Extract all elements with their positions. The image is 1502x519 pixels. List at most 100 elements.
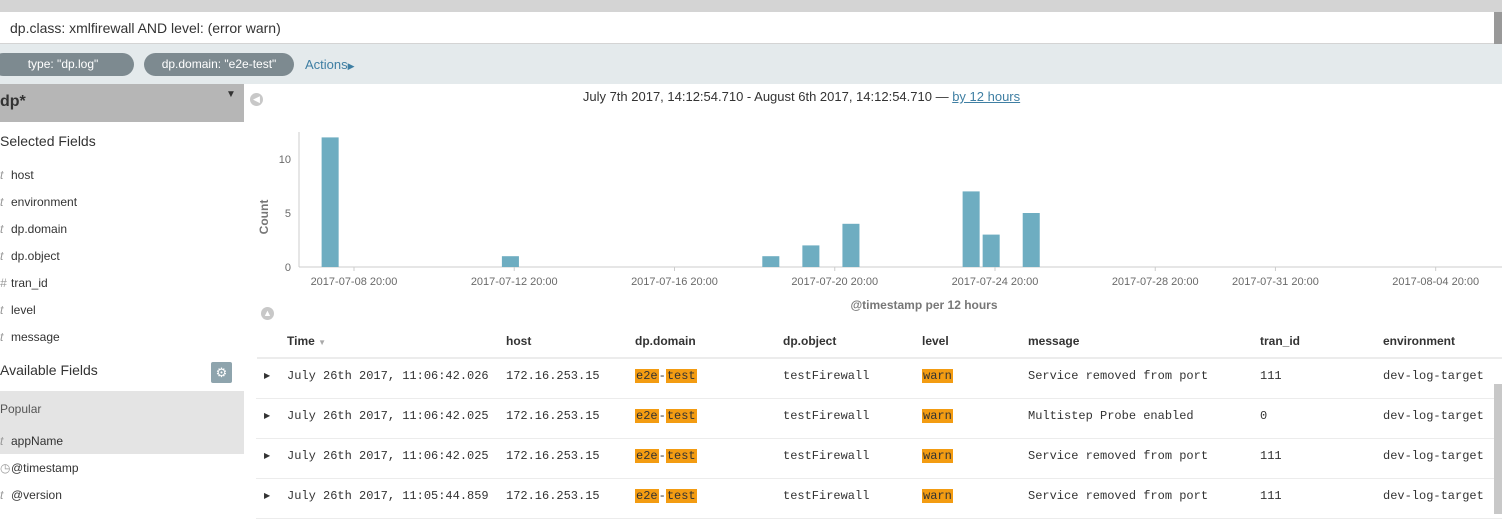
search-highlight: test	[665, 369, 697, 383]
histogram-bar[interactable]	[962, 191, 980, 267]
time-range-header: July 7th 2017, 14:12:54.710 - August 6th…	[244, 89, 1359, 104]
field-name: tran_id	[11, 276, 48, 290]
search-highlight: e2e	[635, 449, 659, 463]
cell-environment: dev-log-target	[1383, 409, 1484, 423]
expand-row-icon[interactable]: ▶	[264, 451, 271, 460]
cell-level: warn	[922, 369, 953, 383]
column-header-environment[interactable]: environment	[1383, 334, 1456, 348]
field-level[interactable]: t level	[0, 303, 36, 317]
interval-link[interactable]: by 12 hours	[952, 89, 1021, 104]
y-axis: 0 5 10	[279, 154, 291, 274]
field-version[interactable]: t @version	[0, 488, 62, 502]
sort-desc-icon[interactable]: ▼	[318, 338, 327, 347]
y-tick-label: 10	[279, 154, 291, 166]
cell-level: warn	[922, 489, 953, 503]
search-highlight: e2e	[635, 409, 659, 423]
collapse-chart-icon[interactable]: ▲	[261, 307, 274, 320]
field-environment[interactable]: t environment	[0, 195, 77, 209]
main-scrollbar[interactable]	[1494, 384, 1502, 514]
cell-tran-id: 111	[1260, 449, 1282, 463]
cell-environment: dev-log-target	[1383, 449, 1484, 463]
cell-environment: dev-log-target	[1383, 369, 1484, 383]
histogram-bar[interactable]	[762, 256, 780, 267]
string-type-icon: t	[0, 195, 4, 209]
cell-object: testFirewall	[783, 369, 870, 383]
search-highlight: warn	[922, 489, 953, 503]
cell-host: 172.16.253.15	[506, 369, 600, 383]
y-tick-label: 5	[285, 208, 291, 220]
histogram-bar[interactable]	[982, 234, 1000, 267]
collapse-sidebar-icon[interactable]: ◀	[250, 93, 263, 106]
actions-label: Actions	[305, 57, 348, 72]
table-row[interactable]: ▶ July 26th 2017, 11:06:42.026 172.16.253.…	[256, 359, 1502, 399]
string-type-icon: t	[0, 168, 4, 182]
query-scrollbar[interactable]	[1494, 12, 1502, 44]
histogram-bar[interactable]	[501, 256, 519, 267]
search-highlight: warn	[922, 409, 953, 423]
search-highlight: test	[665, 489, 697, 503]
popular-title: Popular	[0, 402, 42, 416]
field-name: appName	[11, 434, 64, 448]
column-header-tran-id[interactable]: tran_id	[1260, 334, 1301, 348]
field-timestamp[interactable]: ◷@timestamp	[0, 461, 79, 475]
histogram-bar[interactable]	[1022, 213, 1040, 267]
cell-tran-id: 111	[1260, 489, 1282, 503]
column-header-level[interactable]: level	[922, 334, 949, 348]
table-row[interactable]: ▶ July 26th 2017, 11:05:44.859 172.16.253.…	[256, 479, 1502, 519]
cell-time: July 26th 2017, 11:05:44.859	[287, 489, 489, 503]
column-header-time[interactable]: Time ▼	[287, 334, 326, 348]
histogram-chart: Count 0 5 10 2017-07-08 20:00 2017-07-12 20…	[257, 132, 1502, 312]
cell-domain: e2e-test	[635, 489, 697, 503]
hyphen: -	[658, 409, 666, 423]
field-name: dp.object	[11, 249, 60, 263]
index-pattern-label: dp*	[0, 93, 26, 110]
field-name: level	[11, 303, 36, 317]
field-message[interactable]: t message	[0, 330, 60, 344]
histogram-bar[interactable]	[802, 245, 820, 267]
column-header-host[interactable]: host	[506, 334, 532, 348]
x-tick-label: 2017-07-28 20:00	[1112, 276, 1199, 288]
expand-row-icon[interactable]: ▶	[264, 491, 271, 500]
column-header-domain[interactable]: dp.domain	[635, 334, 696, 348]
cell-message: Service removed from port	[1028, 369, 1209, 383]
string-type-icon: t	[0, 222, 4, 236]
expand-row-icon[interactable]: ▶	[264, 371, 271, 380]
histogram-bar[interactable]	[842, 223, 860, 267]
actions-button[interactable]: Actions▶	[305, 57, 355, 72]
table-row[interactable]: ▶ July 26th 2017, 11:06:42.025 172.16.253.…	[256, 399, 1502, 439]
cell-time: July 26th 2017, 11:06:42.026	[287, 369, 489, 383]
search-highlight: warn	[922, 449, 953, 463]
column-header-object[interactable]: dp.object	[783, 334, 837, 348]
cell-level: warn	[922, 449, 953, 463]
field-appname[interactable]: t appName	[0, 434, 63, 448]
cell-host: 172.16.253.15	[506, 489, 600, 503]
x-tick-label: 2017-07-31 20:00	[1232, 276, 1319, 288]
histogram-bar[interactable]	[321, 137, 339, 267]
search-query-input[interactable]: dp.class: xmlfirewall AND level: (error …	[0, 12, 1494, 44]
number-type-icon: #	[0, 276, 7, 290]
field-tran-id[interactable]: # tran_id	[0, 276, 48, 290]
string-type-icon: t	[0, 488, 4, 502]
filter-pill-type[interactable]: type: "dp.log"	[0, 53, 134, 76]
selected-fields-title: Selected Fields	[0, 133, 96, 149]
x-tick-label: 2017-07-20 20:00	[791, 276, 878, 288]
cell-tran-id: 0	[1260, 409, 1268, 423]
search-highlight: test	[665, 449, 697, 463]
table-row[interactable]: ▶ July 26th 2017, 11:06:42.025 172.16.253.…	[256, 439, 1502, 479]
cell-host: 172.16.253.15	[506, 409, 600, 423]
filter-pill-domain[interactable]: dp.domain: "e2e-test"	[144, 53, 294, 76]
search-highlight: e2e	[635, 369, 659, 383]
field-host[interactable]: t host	[0, 168, 34, 182]
field-dp-domain[interactable]: t dp.domain	[0, 222, 67, 236]
x-tick-label: 2017-07-16 20:00	[631, 276, 718, 288]
field-dp-object[interactable]: t dp.object	[0, 249, 60, 263]
caret-right-icon: ▶	[347, 61, 355, 71]
cell-object: testFirewall	[783, 409, 870, 423]
cell-domain: e2e-test	[635, 449, 697, 463]
gear-icon[interactable]: ⚙	[211, 362, 232, 383]
x-tick-label: 2017-07-08 20:00	[311, 276, 398, 288]
column-header-message[interactable]: message	[1028, 334, 1080, 348]
search-highlight: e2e	[635, 489, 659, 503]
index-pattern-selector[interactable]: dp* ▼	[0, 84, 244, 122]
expand-row-icon[interactable]: ▶	[264, 411, 271, 420]
